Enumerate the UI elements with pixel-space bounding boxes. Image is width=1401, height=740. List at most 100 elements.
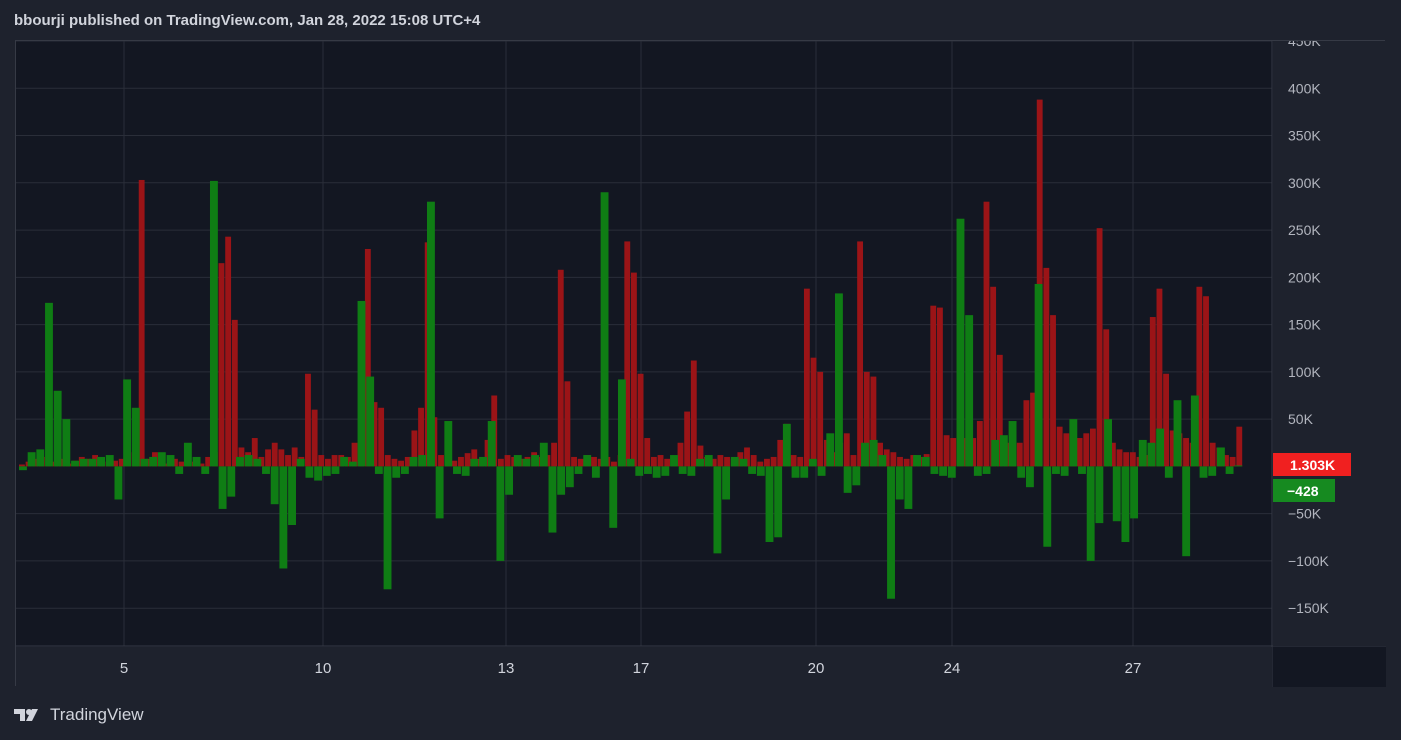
- volume-chart[interactable]: 450K 400K 350K 300K 250K 200K 150K 100K 50K −50K −…: [16, 41, 1386, 687]
- red-volume-bar: [1196, 286, 1203, 467]
- green-volume-bar: [79, 458, 88, 467]
- green-volume-bar: [635, 466, 644, 476]
- x-tick-label: 17: [633, 660, 650, 677]
- green-volume-bar: [522, 458, 531, 467]
- red-volume-bar: [664, 458, 671, 467]
- green-volume-bar: [53, 390, 62, 467]
- y-tick-label: −100K: [1288, 553, 1330, 569]
- green-volume-bar: [62, 419, 71, 467]
- red-volume-bar: [118, 458, 125, 467]
- green-volume-bar: [236, 456, 244, 467]
- y-tick-label: 150K: [1288, 317, 1321, 333]
- red-volume-bar: [644, 438, 651, 467]
- green-volume-bar: [1008, 421, 1017, 467]
- red-volume-bar: [1203, 296, 1209, 467]
- chart-frame: 450K 400K 350K 300K 250K 200K 150K 100K 50K −50K −…: [15, 40, 1386, 687]
- red-volume-bar: [1236, 426, 1243, 467]
- green-volume-bar: [166, 455, 175, 467]
- price-scale-background[interactable]: [1273, 41, 1386, 646]
- red-volume-bar: [591, 456, 597, 467]
- footer-brand[interactable]: TradingView: [14, 705, 144, 725]
- red-volume-bar: [305, 373, 311, 467]
- red-volume-bar: [611, 461, 617, 467]
- green-volume-bar: [461, 466, 470, 476]
- green-volume-bar: [1190, 395, 1199, 467]
- y-tick-label: 350K: [1288, 128, 1321, 144]
- x-tick-label: 27: [1125, 660, 1142, 677]
- red-volume-bar: [897, 456, 903, 467]
- red-volume-bar: [251, 438, 258, 467]
- green-volume-bar: [1234, 465, 1243, 467]
- green-volume-bar: [878, 455, 887, 467]
- red-volume-bar: [970, 438, 977, 467]
- red-volume-bar: [817, 371, 824, 467]
- green-volume-bar: [852, 466, 861, 486]
- green-volume-bar: [253, 458, 262, 467]
- green-volume-bar: [1060, 466, 1069, 476]
- red-volume-bar: [278, 449, 285, 467]
- green-volume-bar: [730, 456, 739, 467]
- red-volume-bar: [770, 456, 777, 467]
- red-volume-bar: [803, 288, 810, 467]
- red-volume-bar: [391, 458, 398, 467]
- green-volume-bar: [1199, 466, 1208, 478]
- green-volume-bar: [71, 460, 79, 467]
- time-scale-background[interactable]: [16, 647, 1272, 687]
- green-volume-bar: [288, 466, 296, 525]
- green-volume-bar: [869, 439, 878, 467]
- red-volume-bar: [458, 456, 464, 467]
- green-volume-bar: [999, 435, 1008, 467]
- red-volume-bar: [1023, 400, 1030, 467]
- red-volume-bar: [877, 442, 883, 467]
- red-volume-bar: [631, 272, 637, 467]
- green-volume-bar: [45, 302, 53, 467]
- green-volume-bar: [739, 458, 748, 467]
- green-volume-bar: [409, 456, 418, 467]
- red-volume-bar: [551, 442, 558, 467]
- red-volume-bar: [205, 456, 212, 467]
- green-volume-bar: [826, 433, 835, 467]
- red-volume-bar: [464, 453, 471, 467]
- red-volume-bar: [364, 248, 371, 467]
- red-volume-bar: [976, 421, 983, 467]
- green-volume-bar: [1225, 466, 1234, 474]
- red-volume-bar: [1076, 438, 1083, 467]
- green-volume-bar: [374, 466, 383, 474]
- red-volume-bar: [1036, 99, 1043, 467]
- red-volume-bar: [418, 407, 424, 467]
- green-volume-bar: [947, 466, 956, 478]
- red-volume-bar: [790, 455, 797, 467]
- green-volume-bar: [19, 466, 27, 471]
- green-volume-bar: [722, 466, 731, 500]
- green-volume-bar: [314, 466, 323, 481]
- red-volume-bar: [438, 455, 444, 467]
- y-tick-label: −50K: [1288, 506, 1322, 522]
- green-volume-bar: [192, 456, 201, 467]
- red-volume-bar: [1056, 426, 1063, 467]
- x-tick-label: 5: [120, 660, 128, 677]
- red-volume-bar: [903, 458, 910, 467]
- red-volume-bar: [497, 458, 504, 467]
- red-volume-bar: [371, 402, 378, 467]
- green-volume-bar: [713, 466, 722, 554]
- green-volume-bar: [123, 379, 132, 467]
- red-volume-bar: [724, 456, 730, 467]
- green-volume-bar: [1173, 400, 1182, 467]
- green-volume-bar: [1130, 466, 1139, 519]
- green-volume-bar: [1069, 419, 1078, 467]
- red-volume-bar: [404, 456, 411, 467]
- green-volume-bar: [270, 466, 279, 505]
- red-volume-bar: [1016, 442, 1023, 467]
- green-volume-bar: [88, 458, 97, 467]
- red-volume-bar: [883, 449, 890, 467]
- green-volume-bar: [1121, 466, 1130, 543]
- red-volume-bar: [351, 442, 358, 467]
- red-volume-bar: [271, 442, 278, 467]
- red-volume-bar: [1129, 452, 1136, 467]
- green-volume-bar: [244, 455, 253, 467]
- green-volume-bar: [1086, 466, 1095, 561]
- green-volume-bar: [453, 466, 461, 474]
- green-volume-bar: [748, 466, 757, 474]
- red-volume-bar: [1083, 433, 1090, 467]
- red-volume-bar: [285, 455, 291, 467]
